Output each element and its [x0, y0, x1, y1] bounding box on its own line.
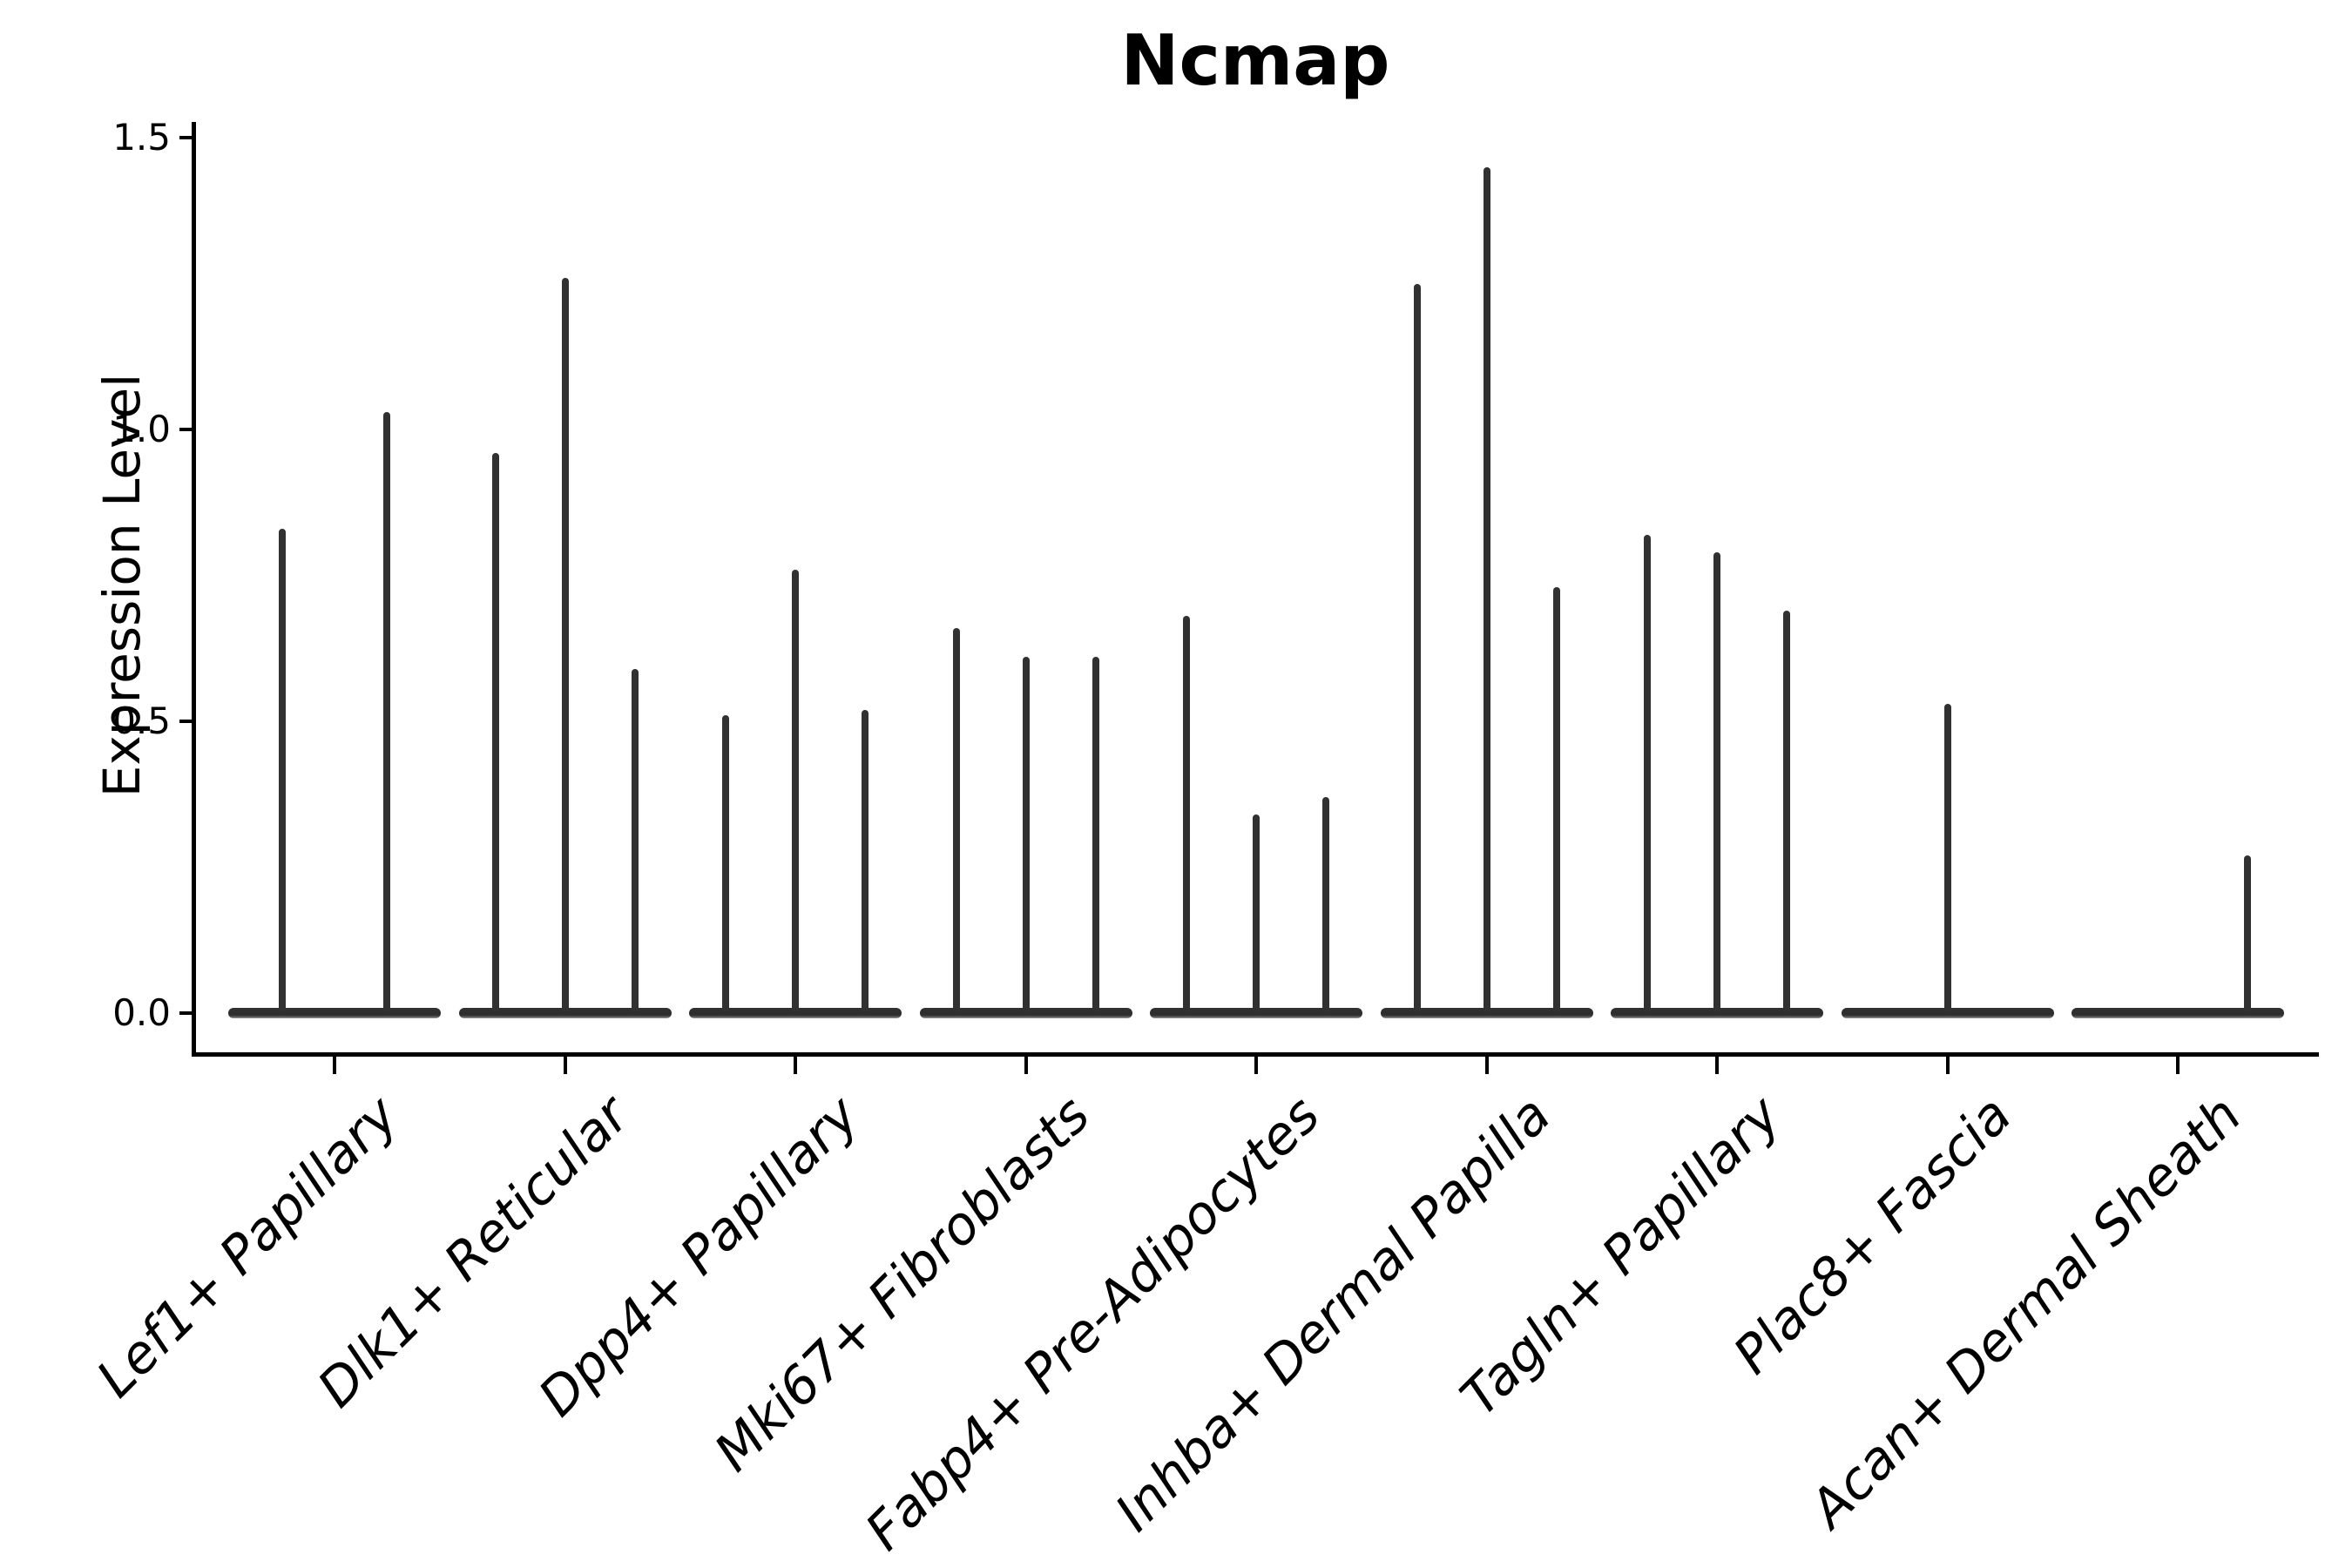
- violin-base: [919, 1008, 1132, 1018]
- x-tick-mark: [2176, 1057, 2180, 1074]
- x-tick-label: Inhba+ Dermal Papilla: [1103, 1085, 1563, 1544]
- violin-spike: [491, 452, 499, 1011]
- x-tick-mark: [1254, 1057, 1258, 1074]
- violin-spike: [1022, 657, 1030, 1011]
- y-tick-mark: [179, 136, 192, 139]
- y-tick-label: 0.0: [112, 991, 171, 1034]
- violin-spike: [1943, 703, 1951, 1011]
- y-axis-spine: [192, 122, 196, 1057]
- violin-spike: [1552, 586, 1560, 1011]
- violin-base: [1150, 1008, 1362, 1018]
- x-tick-mark: [1715, 1057, 1719, 1074]
- x-tick-label: Mki67+ Fibroblasts: [702, 1085, 1102, 1484]
- violin-base: [689, 1008, 902, 1018]
- violin-base: [1611, 1008, 1823, 1018]
- y-tick-mark: [179, 428, 192, 431]
- x-tick-label: Fabp4+ Pre-Adipocytes: [854, 1085, 1332, 1563]
- y-tick-label: 1.5: [112, 116, 171, 159]
- violin-spike: [1413, 283, 1421, 1011]
- x-tick-label: Acan+ Dermal Sheath: [1798, 1085, 2254, 1540]
- violin-spike: [1644, 534, 1651, 1011]
- violin-spike: [862, 709, 868, 1011]
- violin-base: [2072, 1008, 2284, 1018]
- x-tick-mark: [563, 1057, 567, 1074]
- violin-spike: [792, 569, 799, 1011]
- violin-spike: [1713, 551, 1720, 1011]
- violin-spike: [631, 668, 639, 1011]
- violin-base: [458, 1008, 672, 1018]
- x-tick-mark: [333, 1057, 336, 1074]
- violin-base: [1841, 1008, 2054, 1018]
- violin-spike: [1483, 166, 1490, 1011]
- violin-spike: [383, 411, 390, 1011]
- x-axis-spine: [192, 1052, 2319, 1057]
- y-tick-label: 1.0: [112, 408, 171, 450]
- x-tick-mark: [794, 1057, 797, 1074]
- x-tick-mark: [1945, 1057, 1950, 1074]
- violin-base: [1380, 1008, 1593, 1018]
- y-tick-mark: [179, 720, 192, 723]
- violin-spike: [279, 528, 286, 1011]
- violin-base: [228, 1008, 441, 1018]
- violin-spike: [1253, 814, 1260, 1011]
- violin-spike: [1783, 610, 1790, 1011]
- violin-spike: [1322, 797, 1329, 1011]
- y-tick-label: 0.5: [112, 700, 171, 742]
- violin-spike: [2244, 855, 2251, 1011]
- violin-spike: [1092, 657, 1099, 1011]
- violin-spike: [1183, 616, 1190, 1011]
- y-tick-mark: [179, 1011, 192, 1015]
- chart-title: Ncmap: [1120, 20, 1390, 101]
- violin-spike: [722, 715, 729, 1011]
- x-tick-mark: [1024, 1057, 1028, 1074]
- violin-spike: [952, 627, 960, 1011]
- violin-spike: [561, 277, 569, 1011]
- x-tick-mark: [1484, 1057, 1489, 1074]
